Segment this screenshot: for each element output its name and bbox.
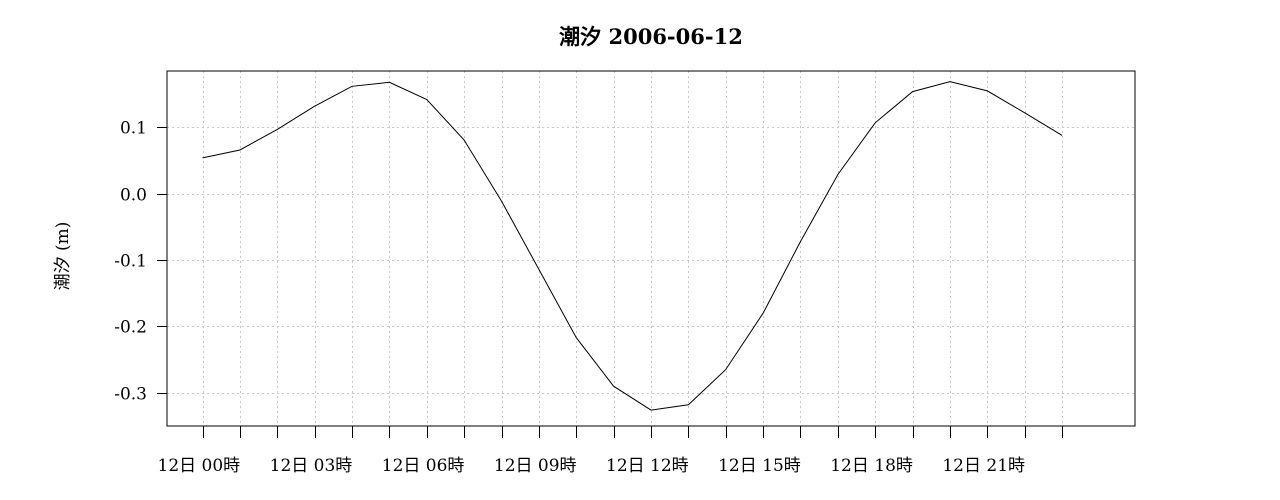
- y-tick-label: 0.0: [120, 186, 147, 206]
- tide-series-line: [202, 81, 1063, 411]
- x-tick-label: 12日 18時: [830, 456, 913, 476]
- y-tick-label: 0.1: [120, 119, 147, 139]
- x-tick-label: 12日 15時: [718, 456, 801, 476]
- x-tick-label: 12日 12時: [606, 456, 689, 476]
- y-tick-label: -0.1: [114, 252, 147, 272]
- chart-title: 潮汐 2006-06-12: [559, 24, 743, 49]
- series-layer: [202, 81, 1063, 411]
- x-tick-label: 12日 03時: [270, 456, 353, 476]
- y-tick-label: -0.3: [114, 385, 147, 405]
- y-axis-label: 潮汐 (m): [53, 222, 73, 291]
- x-tick-label: 12日 09時: [494, 456, 577, 476]
- y-tick-label: -0.2: [114, 318, 147, 338]
- grid-layer: [167, 71, 1135, 426]
- axis-layer: 0.1 0.0 -0.1 -0.2 -0.3 12日 00時 12日 03時 12日 06時 1…: [114, 119, 1063, 476]
- x-tick-label: 12日 06時: [382, 456, 465, 476]
- x-tick-label: 12日 00時: [158, 456, 241, 476]
- x-tick-label: 12日 21時: [942, 456, 1025, 476]
